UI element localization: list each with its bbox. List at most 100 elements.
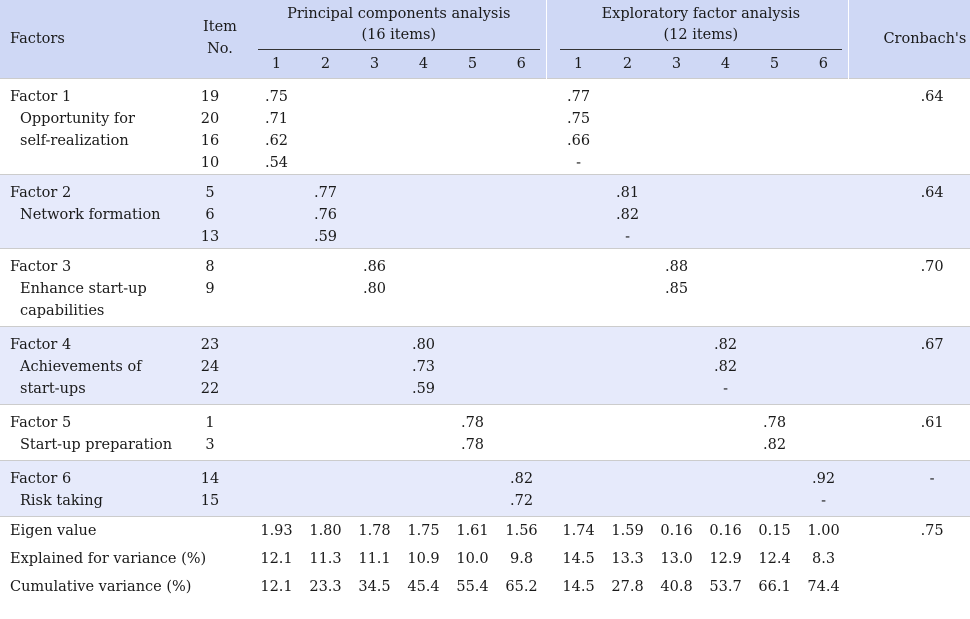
pca-loading: .59 (313, 229, 338, 245)
pca-loading: .71 (264, 111, 289, 127)
header-pca-col: 6 (516, 56, 526, 72)
efa-loading-cell (701, 78, 751, 175)
efa-summary-value: 40.8 (660, 579, 693, 595)
item-number: 23 (200, 337, 220, 353)
pca-loading: .54 (264, 155, 289, 171)
pca-loading-cell (252, 248, 301, 327)
efa-loading-cell: .77 .75 .66 - (554, 78, 604, 175)
factor-description: Start-up preparation (20, 437, 173, 453)
item-number: 16 (200, 133, 220, 149)
efa-loading-cell (554, 248, 604, 327)
item-numbers: 14 15 (188, 460, 252, 517)
factor-row-2: Factor 2 Network formation 5 6 13 .77 .76 .59 .8… (0, 174, 970, 249)
pca-loading-cell (448, 326, 497, 405)
efa-loading-cell (701, 174, 751, 249)
efa-loading-cell (750, 326, 800, 405)
header-efa-group: Exploratory factor analysis (12 items) (554, 0, 848, 50)
pca-loading-cell: .77 .76 .59 (301, 174, 350, 249)
efa-loading-cell (701, 404, 751, 461)
efa-loading-cell (799, 404, 849, 461)
efa-summary-value: 1.00 (799, 516, 849, 545)
pca-loading-cell (497, 78, 547, 175)
efa-loading: - (821, 493, 827, 509)
factor-label: Factor 1 Opportunity for self-realization (0, 78, 188, 175)
efa-summary-value: 8.3 (812, 551, 836, 567)
efa-loading: .88 (665, 259, 689, 275)
efa-summary-value: 1.59 (603, 516, 653, 545)
factor-description: Network formation (20, 207, 161, 223)
pca-summary-value: 12.1 (260, 551, 293, 567)
pca-loading-cell (399, 174, 448, 249)
item-number: 14 (200, 471, 220, 487)
efa-summary-value: 13.3 (611, 551, 644, 567)
efa-loading-cell (701, 460, 751, 517)
pca-loading-cell (497, 248, 547, 327)
header-factors: Factors (10, 31, 65, 47)
efa-summary-value: 13.0 (660, 551, 693, 567)
efa-loading-cell (750, 460, 800, 517)
summary-label: Explained for variance (%) (10, 551, 207, 567)
item-number: 13 (200, 229, 220, 245)
pca-loading-cell (301, 326, 350, 405)
item-number: 8 (205, 259, 215, 275)
header-efa-col: 5 (769, 56, 780, 72)
pca-loading-cell (399, 404, 448, 461)
header-efa-col: 1 (573, 56, 584, 72)
pca-loading-cell (301, 460, 350, 517)
factor-name: Factor 6 (10, 471, 72, 487)
pca-summary-value: 1.78 (350, 516, 399, 545)
header-efa-col: 2 (622, 56, 633, 72)
cronbach-alpha-value: - (871, 460, 970, 517)
efa-loading-cell (652, 174, 702, 249)
efa-loading-cell (652, 460, 702, 517)
item-number: 22 (200, 381, 220, 397)
pca-loading-cell (301, 78, 350, 175)
pca-summary-value: 11.1 (358, 551, 391, 567)
efa-loading: - (723, 381, 728, 397)
factor-description: Risk taking (20, 493, 103, 509)
factor-description: self-realization (20, 133, 129, 149)
factor-name: Factor 5 (10, 415, 72, 431)
item-number: 1 (205, 415, 215, 431)
header-pca-col: 4 (418, 56, 429, 72)
pca-loading-cell (301, 404, 350, 461)
pca-summary-value: 9.8 (509, 551, 534, 567)
factor-row-5: Factor 5 Start-up preparation 1 3.78.78.78.… (0, 404, 970, 461)
pca-loading: .82 (509, 471, 534, 487)
item-number: 9 (205, 281, 215, 297)
pca-loading-cell (350, 460, 399, 517)
efa-loading: .82 (616, 207, 640, 223)
pca-loading: .78 (460, 415, 485, 431)
cronbach-alpha-value: .67 (871, 326, 970, 405)
pca-summary-value: 45.4 (407, 579, 440, 595)
pca-loading: .86 (362, 259, 387, 275)
pca-loading-cell (448, 174, 497, 249)
efa-summary-value: 53.7 (709, 579, 742, 595)
summary-label: Cumulative variance (%) (10, 579, 192, 595)
factor-rows: Factor 1 Opportunity for self-realization 1… (0, 78, 970, 517)
efa-loading-cell (799, 174, 849, 249)
pca-loading-cell (497, 404, 547, 461)
efa-loading: .77 (567, 89, 591, 105)
pca-loading: .78 (460, 437, 485, 453)
header-item-line1: Item (203, 19, 237, 35)
header-pca-title: Principal components analysis (287, 6, 511, 22)
efa-summary-value: 0.16 (652, 516, 702, 545)
pca-loading: .75 (264, 89, 289, 105)
efa-loading: .92 (812, 471, 836, 487)
header-item-line2: No. (207, 41, 233, 57)
efa-loading: .82 (714, 337, 738, 353)
pca-loading: .72 (509, 493, 534, 509)
pca-summary-value: 1.93 (252, 516, 301, 545)
efa-loading-cell (554, 460, 604, 517)
pca-loading: .80 (362, 281, 387, 297)
pca-loading: .73 (411, 359, 436, 375)
summary-row-1: Eigen value 1.93 1.80 1.78 1.75 1.61 1.56 1.74 1… (0, 516, 970, 545)
factor-label: Factor 2 Network formation (0, 174, 188, 249)
pca-loading-cell: .80 .73 .59 (399, 326, 448, 405)
pca-loading-cell (252, 460, 301, 517)
pca-summary-value: 55.4 (456, 579, 489, 595)
pca-loading-cell: .86.80 (350, 248, 399, 327)
item-number: 6 (205, 207, 215, 223)
pca-loading: .59 (411, 381, 436, 397)
